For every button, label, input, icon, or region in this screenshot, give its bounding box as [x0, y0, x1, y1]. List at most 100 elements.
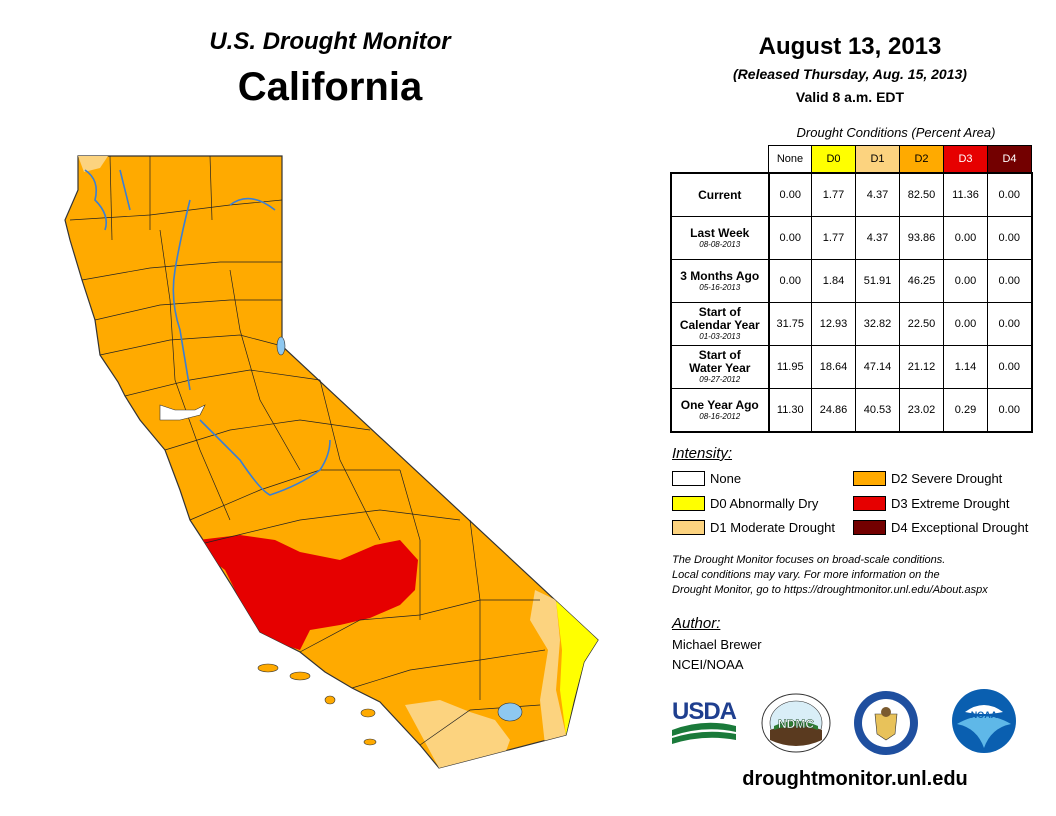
table-cell: 0.00 [987, 388, 1032, 433]
table-cell: 40.53 [855, 388, 900, 433]
table-cell: 23.02 [899, 388, 944, 433]
state-title: California [237, 65, 423, 109]
table-cell: 51.91 [855, 259, 900, 303]
note-line-2: Local conditions may vary. For more info… [672, 569, 940, 581]
row-label-date: 09-27-2012 [699, 375, 741, 384]
row-label: Start of Calendar Year 01-03-2013 [670, 302, 770, 346]
legend-swatch-d4 [853, 520, 886, 535]
drought-conditions-table: None D0 D1 D2 D3 D4 Current 0.00 1.77 4.37 8… [670, 145, 1033, 433]
california-drought-map [64, 155, 599, 769]
table-cell: 22.50 [899, 302, 944, 346]
note-line-3: Drought Monitor, go to https://droughtmo… [672, 584, 988, 596]
table-cell: 4.37 [855, 172, 900, 217]
rivers [84, 169, 331, 496]
commerce-seal-logo [854, 691, 918, 755]
website-url[interactable]: droughtmonitor.unl.edu [742, 768, 968, 790]
row-label: Current [670, 172, 770, 217]
table-cell: 0.00 [768, 259, 812, 303]
d1-area-east-desert [530, 590, 566, 745]
row-label-main: Start of [698, 348, 741, 362]
table-cell: 0.00 [768, 172, 812, 217]
d1-area-southern-coast [405, 700, 510, 768]
row-label-main: Last Week [690, 225, 750, 240]
legend-label-d2: D2 Severe Drought [891, 471, 1003, 486]
map-date: August 13, 2013 [758, 33, 942, 60]
legend-item-d2: D2 Severe Drought [853, 471, 1002, 486]
table-cell: 1.84 [811, 259, 856, 303]
table-cell: 0.00 [987, 302, 1032, 346]
table-row: One Year Ago 08-16-2012 11.30 24.86 40.53 23.… [670, 388, 1032, 433]
release-date: (Released Thursday, Aug. 15, 2013) [733, 66, 967, 82]
table-cell: 18.64 [811, 345, 856, 389]
legend-item-d3: D3 Extreme Drought [853, 496, 1010, 511]
row-label-main: One Year Ago [680, 397, 759, 412]
table-caption: Drought Conditions (Percent Area) [796, 125, 996, 140]
row-label-date: 05-16-2013 [699, 282, 741, 292]
table-cell: 11.36 [943, 172, 988, 217]
legend-label-d4: D4 Exceptional Drought [891, 520, 1029, 535]
row-label-date: 01-03-2013 [699, 332, 741, 341]
usda-logo: USDA [670, 698, 738, 748]
table-cell: 1.77 [811, 216, 856, 260]
row-label-main: Start of [698, 305, 741, 319]
legend-item-none: None [672, 471, 741, 486]
note-line-1: The Drought Monitor focuses on broad-sca… [672, 554, 946, 566]
legend-item-d0: D0 Abnormally Dry [672, 496, 818, 511]
noaa-logo: NOAA [952, 689, 1016, 753]
column-header-d0: D0 [811, 145, 856, 174]
legend-label-d3: D3 Extreme Drought [891, 496, 1010, 511]
table-cell: 11.30 [768, 388, 812, 433]
row-label-secondary: Calendar Year [679, 318, 760, 332]
table-cell: 0.00 [943, 216, 988, 260]
table-cell: 1.14 [943, 345, 988, 389]
salton-sea [497, 702, 523, 722]
table-cell: 12.93 [811, 302, 856, 346]
county-lines [69, 155, 546, 746]
table-cell: 24.86 [811, 388, 856, 433]
table-row: Start of Water Year 09-27-2012 11.95 18.64 47… [670, 345, 1032, 389]
table-cell: 31.75 [768, 302, 812, 346]
row-label-main: 3 Months Ago [680, 268, 760, 283]
lake-tahoe [276, 336, 286, 356]
table-header-row: None D0 D1 D2 D3 D4 [671, 145, 1032, 174]
ndmc-logo-text: NDMC [778, 717, 814, 731]
channel-islands [257, 663, 377, 746]
ndmc-logo: NDMC [761, 693, 831, 753]
column-header-d4: D4 [987, 145, 1032, 174]
legend-swatch-d3 [853, 496, 886, 511]
table-cell: 0.00 [943, 302, 988, 346]
table-row: Start of Calendar Year 01-03-2013 31.75 12.9… [670, 302, 1032, 346]
row-label: One Year Ago 08-16-2012 [670, 388, 770, 433]
row-label: 3 Months Ago 05-16-2013 [670, 259, 770, 303]
legend-item-d4: D4 Exceptional Drought [853, 520, 1028, 535]
row-label-main: Current [698, 187, 742, 202]
monitor-title: U.S. Drought Monitor [209, 28, 451, 55]
table-cell: 32.82 [855, 302, 900, 346]
san-francisco-bay [159, 404, 206, 421]
column-header-d2: D2 [899, 145, 944, 174]
row-label: Last Week 08-08-2013 [670, 216, 770, 260]
table-cell: 0.00 [987, 216, 1032, 260]
table-cell: 11.95 [768, 345, 812, 389]
noaa-logo-text: NOAA [971, 710, 998, 720]
table-cell: 1.77 [811, 172, 856, 217]
table-cell: 0.00 [987, 259, 1032, 303]
column-header-none: None [768, 145, 812, 174]
legend-swatch-none [672, 471, 705, 486]
table-row: Current 0.00 1.77 4.37 82.50 11.36 0.00 [670, 172, 1032, 217]
table-cell: 0.00 [987, 172, 1032, 217]
california-state-area [64, 155, 599, 769]
table-cell: 46.25 [899, 259, 944, 303]
usda-logo-text: USDA [671, 698, 737, 725]
author-name: Michael Brewer [672, 637, 762, 652]
table-cell: 0.00 [943, 259, 988, 303]
legend-swatch-d0 [672, 496, 705, 511]
disclaimer-note: The Drought Monitor focuses on broad-sca… [672, 553, 1042, 598]
row-label-date: 08-16-2012 [699, 411, 741, 421]
table-cell: 21.12 [899, 345, 944, 389]
column-header-d1: D1 [855, 145, 900, 174]
row-label: Start of Water Year 09-27-2012 [670, 345, 770, 389]
valid-time: Valid 8 a.m. EDT [795, 89, 905, 105]
table-row: Last Week 08-08-2013 0.00 1.77 4.37 93.86 0.00… [670, 216, 1032, 260]
legend-swatch-d1 [672, 520, 705, 535]
